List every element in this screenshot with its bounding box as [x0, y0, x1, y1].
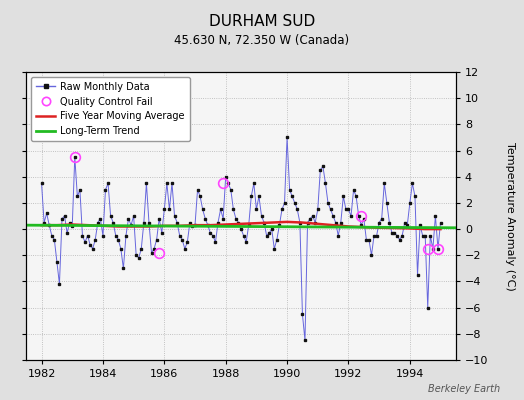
Legend: Raw Monthly Data, Quality Control Fail, Five Year Moving Average, Long-Term Tren: Raw Monthly Data, Quality Control Fail, …: [31, 77, 190, 141]
Text: 45.630 N, 72.350 W (Canada): 45.630 N, 72.350 W (Canada): [174, 34, 350, 47]
Text: Berkeley Earth: Berkeley Earth: [428, 384, 500, 394]
Text: DURHAM SUD: DURHAM SUD: [209, 14, 315, 29]
Y-axis label: Temperature Anomaly (°C): Temperature Anomaly (°C): [505, 142, 515, 290]
